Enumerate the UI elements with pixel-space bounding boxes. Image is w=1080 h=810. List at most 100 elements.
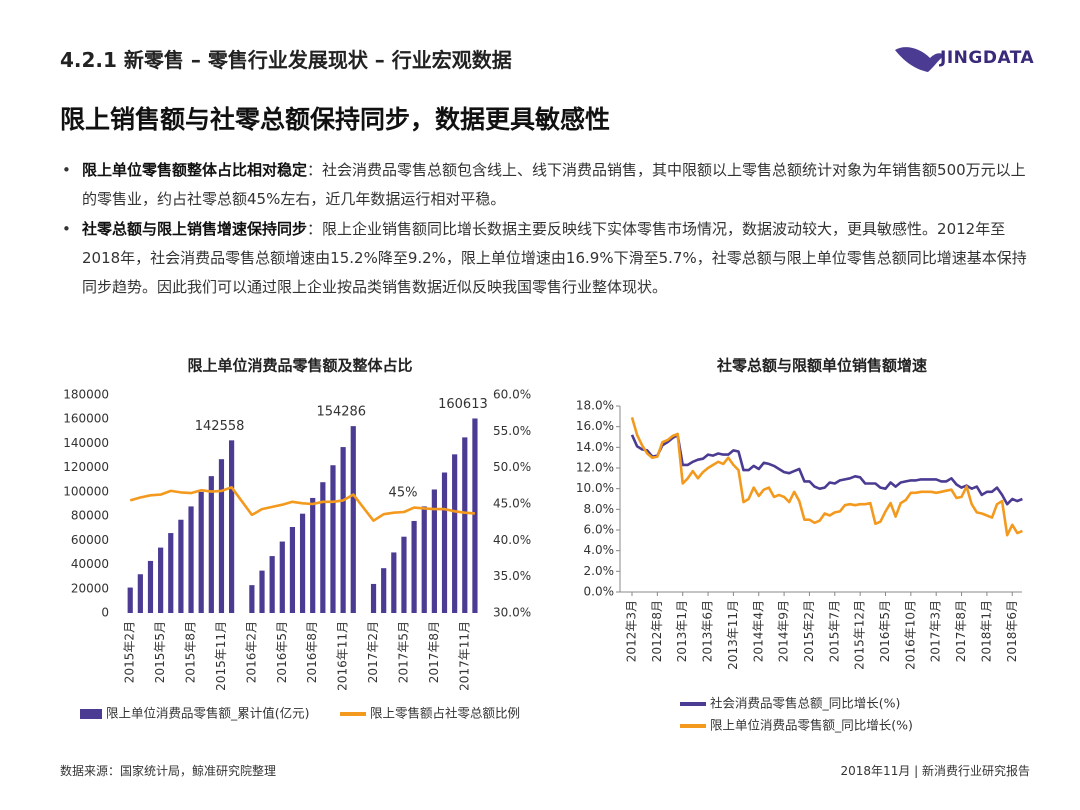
x-tick-label: 2013年6月	[701, 600, 715, 662]
bar	[299, 513, 306, 613]
y2-tick-label: 55.0%	[493, 424, 531, 438]
y-tick-label: 0.0%	[584, 585, 615, 599]
bar	[127, 587, 133, 613]
x-tick-label: 2015年11月	[214, 621, 228, 691]
y-tick-label: 80000	[71, 509, 109, 523]
logo-icon	[895, 47, 944, 72]
y-tick-label: 120000	[63, 460, 109, 474]
bar	[147, 560, 154, 613]
x-tick-label: 2015年8月	[184, 621, 198, 683]
bar	[178, 519, 184, 613]
y-tick-label: 16.0%	[576, 419, 614, 433]
y-tick-label: 140000	[63, 436, 109, 450]
x-tick-label: 2012年8月	[650, 600, 664, 662]
footer-note: 2018年11月 | 新消费行业研究报告	[840, 764, 1030, 778]
x-tick-label: 2016年11月	[336, 621, 350, 691]
bar	[391, 552, 397, 613]
bar	[330, 465, 336, 613]
legend-label: 社会消费品零售总额_同比增长(%)	[710, 696, 900, 711]
bar	[137, 574, 143, 613]
y2-tick-label: 45.0%	[493, 497, 531, 511]
x-tick-label: 2013年11月	[726, 600, 740, 670]
bar	[452, 454, 458, 613]
data-label: 142558	[195, 419, 245, 434]
x-tick-label: 2016年2月	[244, 621, 258, 683]
bar	[279, 541, 285, 613]
y2-tick-label: 35.0%	[493, 569, 531, 583]
x-tick-label: 2016年8月	[305, 621, 319, 683]
line	[129, 486, 475, 522]
y-tick-label: 100000	[63, 484, 109, 498]
bar	[228, 440, 235, 613]
x-tick-label: 2015年2月	[123, 621, 137, 683]
bar	[320, 482, 326, 613]
legend-swatch	[80, 709, 102, 719]
chart-title: 限上单位消费品零售额及整体占比	[187, 357, 412, 375]
headline: 限上销售额与社零总额保持同步，数据更具敏感性	[60, 105, 611, 134]
bullet: 限上单位零售额整体占比相对稳定：社会消费品零售总额包含线上、线下消费品销售，其中…	[60, 156, 1035, 214]
footer-source: 数据来源：国家统计局，鲸准研究院整理	[60, 764, 277, 778]
x-tick-label: 2015年5月	[153, 621, 167, 683]
bar	[421, 506, 427, 613]
bar	[431, 489, 437, 613]
bar	[340, 447, 346, 613]
y-tick-label: 40000	[71, 557, 109, 571]
x-tick-label: 2017年11月	[457, 621, 471, 691]
bullet-lead: 限上单位零售额整体占比相对稳定	[82, 161, 308, 179]
legend-label: 限上单位消费品零售额_同比增长(%)	[710, 718, 913, 733]
x-tick-label: 2013年1月	[675, 600, 689, 662]
bar	[370, 583, 377, 613]
y2-tick-label: 60.0%	[493, 388, 531, 402]
y-tick-label: 4.0%	[584, 543, 615, 557]
bar	[310, 497, 316, 613]
bullet-list: 限上单位零售额整体占比相对稳定：社会消费品零售总额包含线上、线下消费品销售，其中…	[60, 156, 1035, 303]
bar	[350, 426, 356, 613]
logo-text: JINGDATA	[940, 48, 1035, 68]
bar	[411, 520, 417, 613]
y-tick-label: 20000	[71, 581, 109, 595]
bullet-text: ：限上企业销售额同比增长数据主要反映线下实体零售市场情况，数据波动较大，更具敏感…	[82, 220, 1027, 296]
legend-label: 限上单位消费品零售额_累计值(亿元)	[106, 706, 310, 721]
y-tick-label: 60000	[71, 533, 109, 547]
y-tick-label: 8.0%	[584, 502, 615, 516]
y-tick-label: 180000	[63, 388, 109, 402]
bar	[259, 570, 265, 613]
x-tick-label: 2017年8月	[427, 621, 441, 683]
bar	[269, 556, 275, 613]
legend-label: 限上零售额占社零总额比例	[370, 706, 520, 721]
x-tick-label: 2016年5月	[275, 621, 289, 683]
line	[630, 433, 1023, 506]
header-title: 4.2.1 新零售 – 零售行业发展现状 – 行业宏观数据	[60, 48, 512, 72]
y-tick-label: 10.0%	[576, 481, 614, 495]
bar	[158, 547, 164, 613]
bar	[168, 533, 174, 613]
bar	[188, 506, 194, 613]
bar	[441, 472, 448, 613]
x-tick-label: 2017年8月	[954, 600, 968, 662]
bar	[208, 476, 214, 613]
y-tick-label: 2.0%	[584, 564, 615, 578]
bar	[218, 459, 225, 613]
x-tick-label: 2015年2月	[802, 600, 816, 662]
data-label: 154286	[316, 405, 366, 420]
x-tick-label: 2017年2月	[366, 621, 380, 683]
bar	[198, 491, 204, 613]
bar	[381, 568, 387, 613]
x-tick-label: 2012年3月	[625, 600, 639, 662]
x-tick-label: 2018年6月	[1005, 600, 1019, 662]
data-label: 160613	[438, 397, 488, 412]
bullet-lead: 社零总额与限上销售增速保持同步	[82, 220, 308, 238]
bar	[462, 437, 468, 613]
x-tick-label: 2014年9月	[777, 600, 791, 662]
bar	[289, 527, 296, 613]
bar	[401, 536, 407, 613]
y-tick-label: 160000	[63, 412, 109, 426]
y2-tick-label: 40.0%	[493, 533, 531, 547]
x-tick-label: 2015年12月	[853, 600, 867, 670]
bar	[249, 585, 255, 613]
bullet-text: ：社会消费品零售总额包含线上、线下消费品销售，其中限额以上零售总额统计对象为年销…	[82, 161, 1026, 208]
line	[630, 417, 1023, 537]
x-tick-label: 2018年1月	[979, 600, 993, 662]
bar	[472, 418, 478, 613]
